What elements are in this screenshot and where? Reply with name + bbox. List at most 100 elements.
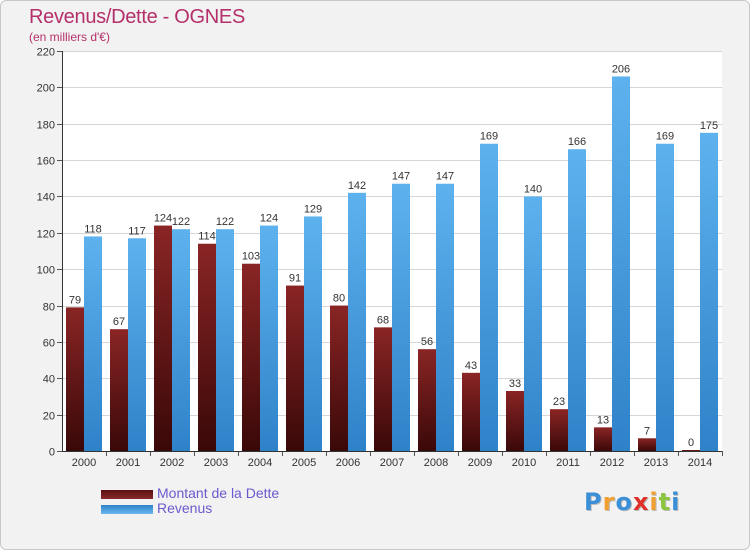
data-label: 169 xyxy=(480,131,498,143)
revenus-bar xyxy=(84,236,102,451)
data-label: 206 xyxy=(612,63,630,75)
y-tick-label: 220 xyxy=(37,47,55,59)
dette-bar xyxy=(66,307,84,451)
dette-bar xyxy=(154,225,172,451)
revenus-bar xyxy=(216,229,234,451)
legend-swatch-revenus xyxy=(101,505,153,514)
data-label: 147 xyxy=(436,171,454,183)
logo-letter: t xyxy=(658,488,672,516)
data-label: 80 xyxy=(333,293,345,305)
x-tick-label: 2008 xyxy=(424,457,448,469)
y-tick-label: 60 xyxy=(43,338,55,350)
revenus-bar xyxy=(304,216,322,451)
revenus-bar xyxy=(612,76,630,452)
data-label: 124 xyxy=(260,213,278,225)
revenus-bar xyxy=(128,238,146,451)
y-tick-label: 140 xyxy=(37,192,55,204)
data-label: 122 xyxy=(216,216,234,228)
x-tick-label: 2007 xyxy=(380,457,404,469)
data-label: 103 xyxy=(242,251,260,263)
x-tick-label: 2001 xyxy=(116,457,140,469)
logo-letter: o xyxy=(615,488,633,516)
x-tick-label: 2003 xyxy=(204,457,228,469)
dette-bar xyxy=(506,391,524,451)
revenus-bar xyxy=(436,183,454,451)
data-label: 13 xyxy=(597,414,609,426)
revenus-bar xyxy=(656,143,674,451)
revenus-bar xyxy=(260,225,278,451)
data-label: 142 xyxy=(348,180,366,192)
y-tick-label: 100 xyxy=(37,265,55,277)
dette-bar xyxy=(242,263,260,451)
dette-bar xyxy=(286,285,304,451)
y-tick-label: 0 xyxy=(49,447,55,459)
proxiti-logo: Proxiti xyxy=(584,488,680,516)
data-label: 7 xyxy=(644,425,650,437)
dette-bar xyxy=(682,450,700,451)
data-label: 56 xyxy=(421,336,433,348)
revenus-bar xyxy=(700,132,718,451)
logo-letter: i xyxy=(671,488,681,516)
y-tick-label: 120 xyxy=(37,229,55,241)
data-label: 91 xyxy=(289,273,301,285)
x-tick-label: 2000 xyxy=(72,457,96,469)
axes: 0 20 40 60 80 100 120 140 160 180 200 220 2000 2001 20… xyxy=(37,47,723,469)
y-tick-label: 160 xyxy=(37,156,55,168)
data-label: 33 xyxy=(509,378,521,390)
data-label: 79 xyxy=(69,294,81,306)
dette-bar xyxy=(330,305,348,451)
x-tick-label: 2011 xyxy=(556,457,580,469)
legend-label-dette: Montant de la Dette xyxy=(157,485,280,501)
x-tick-label: 2010 xyxy=(512,457,536,469)
dette-bar xyxy=(198,243,216,451)
dette-bar xyxy=(374,327,392,451)
revenus-bar xyxy=(172,229,190,451)
x-tick-label: 2012 xyxy=(600,457,624,469)
data-label: 166 xyxy=(568,136,586,148)
revenus-bar xyxy=(524,196,542,451)
data-label: 129 xyxy=(304,203,322,215)
data-label: 147 xyxy=(392,171,410,183)
dette-bar xyxy=(110,329,128,451)
y-tick-label: 80 xyxy=(43,302,55,314)
x-tick-label: 2006 xyxy=(336,457,360,469)
data-label: 175 xyxy=(700,120,718,132)
x-tick-label: 2013 xyxy=(644,457,668,469)
y-tick-label: 180 xyxy=(37,120,55,132)
logo-letter: i xyxy=(649,488,659,516)
revenus-bar xyxy=(392,183,410,451)
data-label: 118 xyxy=(84,223,102,235)
legend-label-revenus: Revenus xyxy=(157,500,213,516)
data-label: 122 xyxy=(172,216,190,228)
chart-subtitle: (en milliers d'€) xyxy=(29,30,110,44)
dette-bar xyxy=(418,349,436,451)
data-label: 117 xyxy=(128,225,146,237)
data-label: 114 xyxy=(198,231,216,243)
revenus-bar xyxy=(348,192,366,451)
legend-swatch-dette xyxy=(101,490,153,499)
data-label: 140 xyxy=(524,183,542,195)
y-tick-label: 200 xyxy=(37,83,55,95)
x-tick-label: 2009 xyxy=(468,457,492,469)
logo-letter: x xyxy=(632,488,650,516)
logo-letter: P xyxy=(584,488,603,516)
data-label: 169 xyxy=(656,131,674,143)
x-tick-label: 2014 xyxy=(688,457,712,469)
data-label: 23 xyxy=(553,396,565,408)
x-tick-label: 2004 xyxy=(248,457,272,469)
dette-bar xyxy=(638,438,656,451)
data-label: 0 xyxy=(688,437,694,449)
chart-title: Revenus/Dette - OGNES xyxy=(29,6,246,28)
x-tick-label: 2005 xyxy=(292,457,316,469)
data-label: 124 xyxy=(154,213,172,225)
x-tick-label: 2002 xyxy=(160,457,184,469)
revenus-bar xyxy=(568,149,586,451)
y-tick-label: 40 xyxy=(43,374,55,386)
dette-bar xyxy=(462,372,480,451)
dette-bar xyxy=(550,409,568,451)
data-label: 43 xyxy=(465,360,477,372)
data-label: 68 xyxy=(377,314,389,326)
